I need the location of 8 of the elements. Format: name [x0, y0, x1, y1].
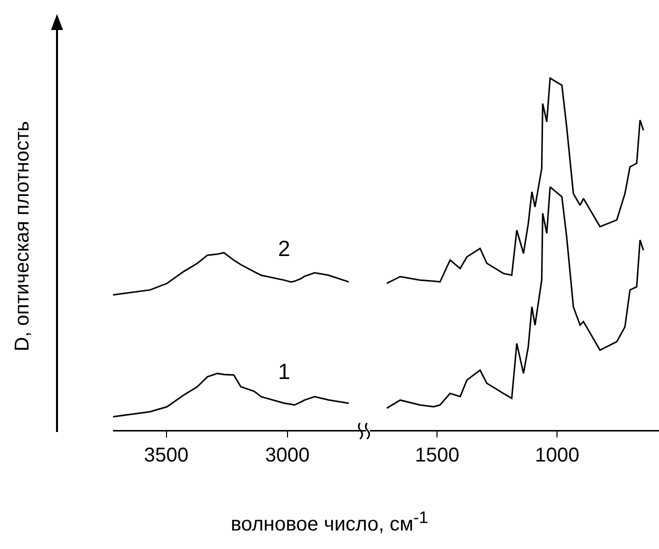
series-label: 1: [278, 359, 290, 384]
y-axis-title: D, оптическая плотность: [11, 121, 34, 352]
series-label: 2: [278, 236, 290, 261]
x-tick-label: 3500: [144, 444, 189, 466]
x-tick-label: 1000: [534, 444, 580, 466]
x-tick-label: 3000: [265, 444, 310, 466]
x-axis-title: волновое число, см$^{-1}$: [230, 508, 430, 537]
x-tick-label: 1500: [414, 444, 460, 466]
